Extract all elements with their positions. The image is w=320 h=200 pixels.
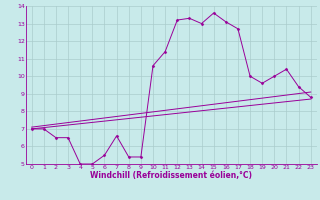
X-axis label: Windchill (Refroidissement éolien,°C): Windchill (Refroidissement éolien,°C) xyxy=(90,171,252,180)
